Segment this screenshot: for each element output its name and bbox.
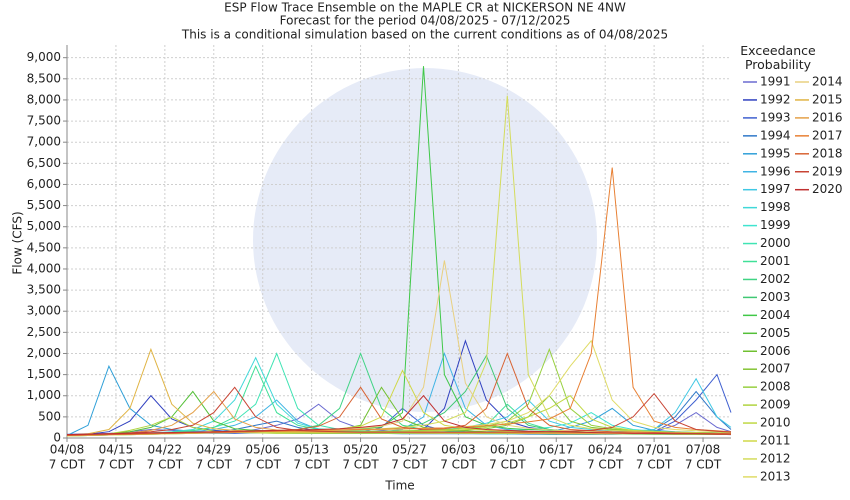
legend-label: 2001 bbox=[760, 254, 791, 268]
y-tick-label: 1,000 bbox=[27, 388, 61, 402]
x-tick-label: 06/10 bbox=[490, 443, 525, 457]
legend-label: 2006 bbox=[760, 344, 791, 358]
legend-label: 2005 bbox=[760, 326, 791, 340]
legend-label: 1999 bbox=[760, 218, 791, 232]
legend-label: 1991 bbox=[760, 75, 791, 89]
series-line bbox=[66, 394, 731, 436]
y-tick-label: 4,500 bbox=[27, 240, 61, 254]
legend-label: 2004 bbox=[760, 308, 791, 322]
x-tick-label: 06/17 bbox=[539, 443, 574, 457]
legend-label: 2014 bbox=[812, 75, 843, 89]
legend-label: 2018 bbox=[812, 146, 843, 160]
legend-label: 1994 bbox=[760, 128, 791, 142]
x-tick-sublabel: 7 CDT bbox=[685, 458, 722, 472]
y-tick-label: 8,000 bbox=[27, 92, 61, 106]
x-tick-sublabel: 7 CDT bbox=[49, 458, 86, 472]
chart-subtitle: Forecast for the period 04/08/2025 - 07/… bbox=[280, 14, 571, 28]
legend-label: 1996 bbox=[760, 164, 791, 178]
x-tick-sublabel: 7 CDT bbox=[342, 458, 379, 472]
x-tick-sublabel: 7 CDT bbox=[587, 458, 624, 472]
x-tick-label: 05/27 bbox=[392, 443, 427, 457]
legend-label: 2002 bbox=[760, 272, 791, 286]
legend-label: 2017 bbox=[812, 128, 843, 142]
x-tick-label: 04/08 bbox=[50, 443, 85, 457]
x-tick-label: 07/01 bbox=[637, 443, 672, 457]
legend-label: 2012 bbox=[760, 451, 791, 465]
legend-label: 2010 bbox=[760, 416, 791, 430]
x-tick-sublabel: 7 CDT bbox=[196, 458, 233, 472]
legend-label: 2019 bbox=[812, 164, 843, 178]
legend-label: 1997 bbox=[760, 182, 791, 196]
y-tick-label: 5,500 bbox=[27, 198, 61, 212]
y-tick-label: 9,000 bbox=[27, 50, 61, 64]
legend-label: 2008 bbox=[760, 380, 791, 394]
x-tick-label: 05/13 bbox=[294, 443, 329, 457]
legend-label: 2015 bbox=[812, 92, 843, 106]
x-axis-label: Time bbox=[384, 479, 414, 493]
series-line bbox=[66, 386, 732, 436]
y-axis-label: Flow (CFS) bbox=[11, 211, 25, 274]
x-tick-sublabel: 7 CDT bbox=[440, 458, 477, 472]
y-tick-label: 3,500 bbox=[27, 283, 61, 297]
legend-label: 2016 bbox=[812, 110, 843, 124]
x-tick-label: 05/06 bbox=[245, 443, 280, 457]
x-tick-label: 04/29 bbox=[196, 443, 231, 457]
x-tick-sublabel: 7 CDT bbox=[391, 458, 428, 472]
x-tick-label: 04/15 bbox=[99, 443, 134, 457]
y-tick-label: 3,000 bbox=[27, 304, 61, 318]
y-tick-label: 2,500 bbox=[27, 325, 61, 339]
legend-label: 1998 bbox=[760, 200, 791, 214]
x-tick-sublabel: 7 CDT bbox=[489, 458, 526, 472]
x-tick-sublabel: 7 CDT bbox=[293, 458, 330, 472]
x-tick-sublabel: 7 CDT bbox=[636, 458, 673, 472]
x-tick-sublabel: 7 CDT bbox=[98, 458, 135, 472]
x-tick-sublabel: 7 CDT bbox=[538, 458, 575, 472]
y-tick-label: 5,000 bbox=[27, 219, 61, 233]
x-tick-sublabel: 7 CDT bbox=[147, 458, 184, 472]
legend-label: 2011 bbox=[760, 434, 791, 448]
y-tick-label: 2,000 bbox=[27, 346, 61, 360]
legend-label: 2003 bbox=[760, 290, 791, 304]
y-tick-label: 500 bbox=[38, 409, 61, 423]
legend-label: 2020 bbox=[812, 182, 843, 196]
chart-note: This is a conditional simulation based o… bbox=[181, 28, 668, 42]
legend-label: 2007 bbox=[760, 362, 791, 376]
y-tick-label: 7,000 bbox=[27, 135, 61, 149]
legend-label: 1995 bbox=[760, 146, 791, 160]
x-tick-label: 04/22 bbox=[148, 443, 183, 457]
legend-label: 2000 bbox=[760, 236, 791, 250]
legend-label: 1993 bbox=[760, 110, 791, 124]
watermark bbox=[253, 68, 597, 412]
series-line bbox=[66, 352, 732, 436]
y-tick-label: 0 bbox=[53, 431, 61, 445]
y-tick-label: 6,000 bbox=[27, 177, 61, 191]
x-tick-label: 07/08 bbox=[686, 443, 721, 457]
x-tick-sublabel: 7 CDT bbox=[245, 458, 282, 472]
legend-label: 2013 bbox=[760, 469, 791, 483]
y-tick-label: 1,500 bbox=[27, 367, 61, 381]
x-tick-label: 06/24 bbox=[588, 443, 623, 457]
x-tick-label: 05/20 bbox=[343, 443, 378, 457]
x-tick-label: 06/03 bbox=[441, 443, 476, 457]
y-tick-label: 6,500 bbox=[27, 156, 61, 170]
y-tick-label: 8,500 bbox=[27, 71, 61, 85]
y-tick-label: 7,500 bbox=[27, 114, 61, 128]
y-tick-label: 4,000 bbox=[27, 261, 61, 275]
legend-title: Exceedance Probability bbox=[740, 43, 816, 72]
legend-label: 1992 bbox=[760, 92, 791, 106]
legend-label: 2009 bbox=[760, 398, 791, 412]
chart-title: ESP Flow Trace Ensemble on the MAPLE CR … bbox=[224, 1, 626, 15]
